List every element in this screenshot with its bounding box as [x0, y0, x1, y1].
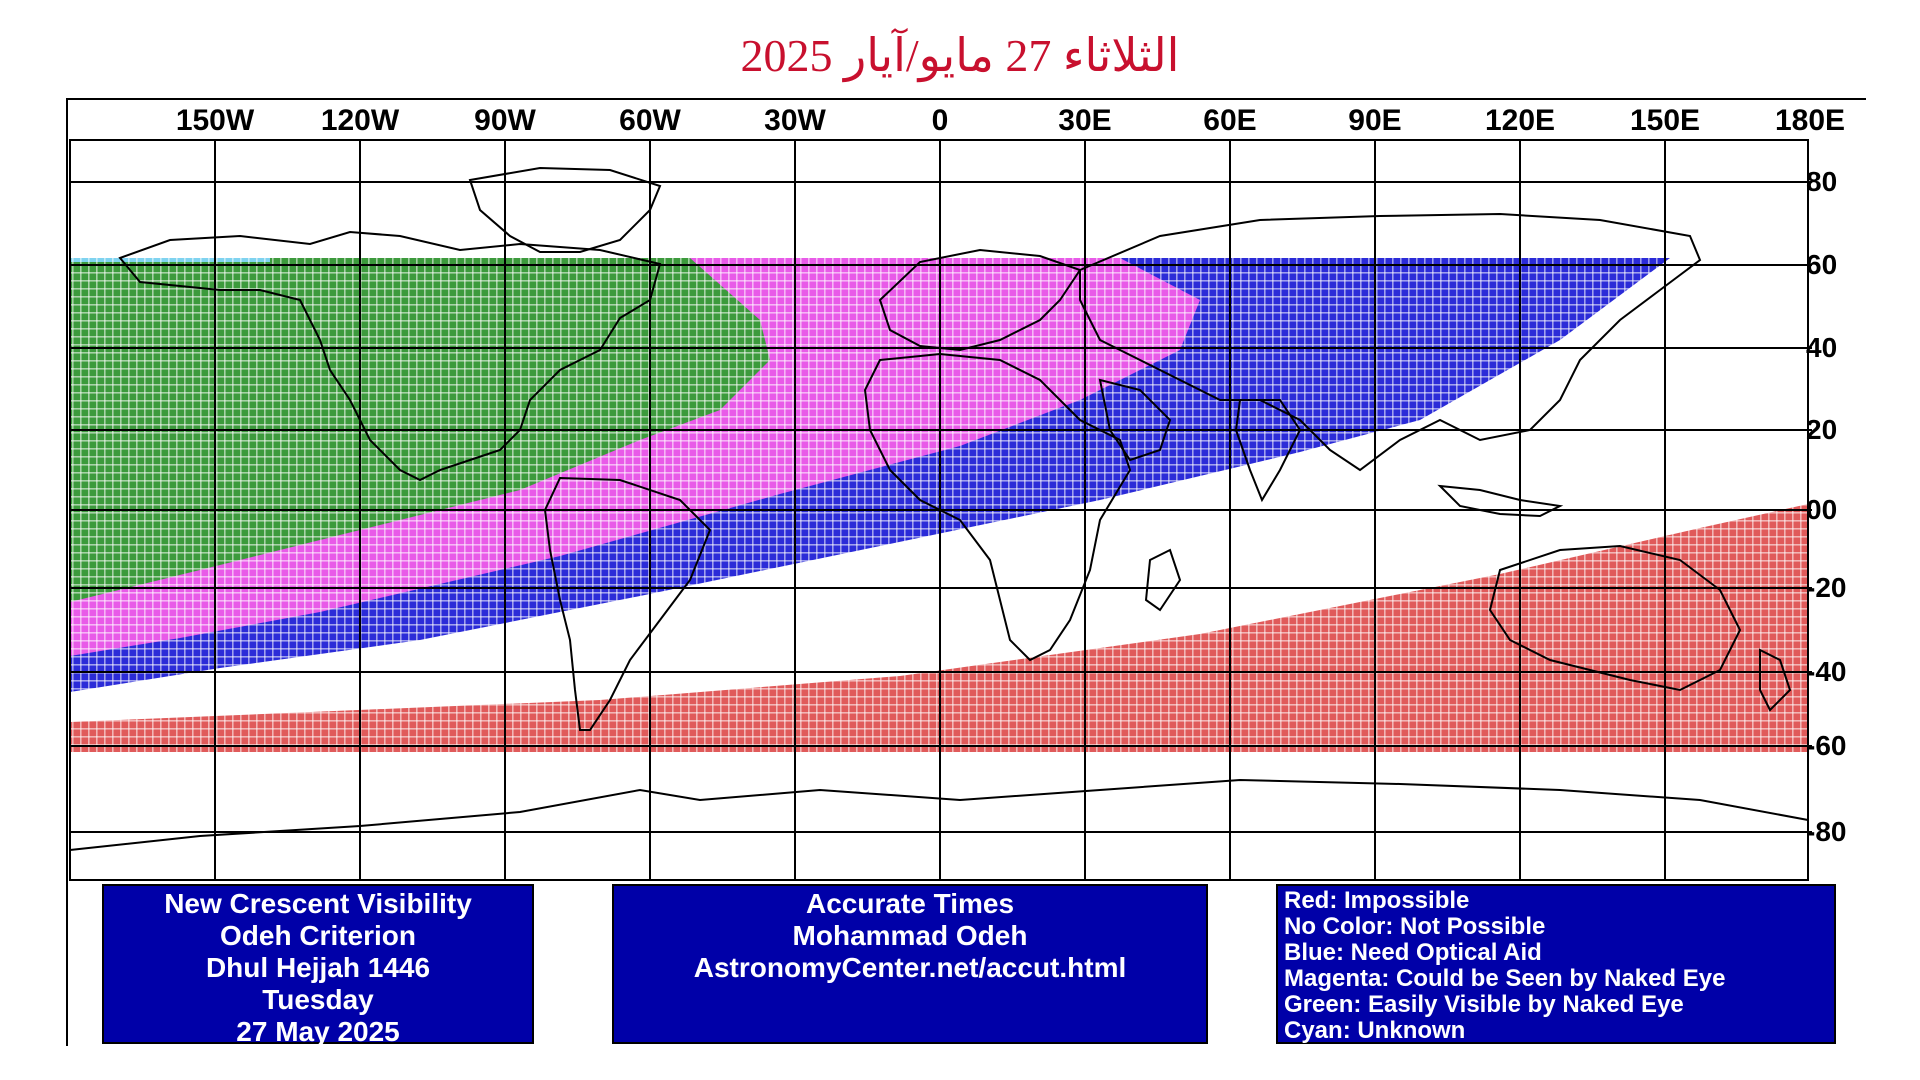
legend-no-color: No Color: Not Possible [1284, 913, 1546, 940]
info-criterion-line3: Dhul Hejjah 1446 [205, 952, 431, 983]
longitude-label: 180E [1774, 104, 1846, 137]
legend-magenta: Magenta: Could be Seen by Naked Eye [1284, 965, 1726, 992]
longitude-label: 0 [931, 104, 949, 137]
info-box-accurate-times: Accurate Times Mohammad Odeh AstronomyCe… [612, 884, 1208, 1044]
latitude-label: -20 [1806, 572, 1847, 603]
latitude-label: 80 [1806, 166, 1838, 197]
longitude-label: 30E [1058, 104, 1112, 137]
info-times-line2: Mohammad Odeh [792, 920, 1028, 951]
longitude-label: 90W [474, 104, 536, 137]
legend-red: Red: Impossible [1284, 887, 1470, 914]
info-times-line3: AstronomyCenter.net/accut.html [693, 952, 1127, 983]
legend-blue: Blue: Need Optical Aid [1284, 939, 1542, 966]
info-box-criterion: New Crescent Visibility Odeh Criterion D… [102, 884, 534, 1047]
info-criterion-line1: New Crescent Visibility [164, 888, 472, 919]
latitude-label: -80 [1806, 816, 1847, 847]
map-frame [66, 98, 1866, 1046]
map-title: الثلاثاء 27 مايو/آيار 2025 [740, 30, 1180, 81]
legend-cyan: Cyan: Unknown [1284, 1017, 1466, 1044]
info-criterion-line2: Odeh Criterion [219, 920, 416, 951]
latitude-label: 00 [1806, 494, 1838, 525]
longitude-label: 150W [175, 104, 255, 137]
legend-green: Green: Easily Visible by Naked Eye [1284, 991, 1684, 1018]
longitude-label: 30W [764, 104, 826, 137]
longitude-label: 60E [1203, 104, 1257, 137]
info-criterion-line4: Tuesday [262, 984, 374, 1015]
longitude-label: 90E [1348, 104, 1402, 137]
legend-box: Red: Impossible No Color: Not Possible B… [1276, 884, 1836, 1044]
latitude-label: -40 [1806, 656, 1847, 687]
latitude-label: 60 [1806, 249, 1838, 280]
latitude-label: 40 [1806, 332, 1838, 363]
info-criterion-line5: 27 May 2025 [236, 1016, 400, 1047]
info-times-line1: Accurate Times [805, 888, 1015, 919]
longitude-label: 60W [619, 104, 681, 137]
latitude-label: 20 [1806, 414, 1838, 445]
latitude-label: -60 [1806, 730, 1847, 761]
longitude-label: 120E [1484, 104, 1556, 137]
longitude-label: 120W [320, 104, 400, 137]
coastlines [69, 166, 1809, 851]
longitude-label: 150E [1629, 104, 1701, 137]
